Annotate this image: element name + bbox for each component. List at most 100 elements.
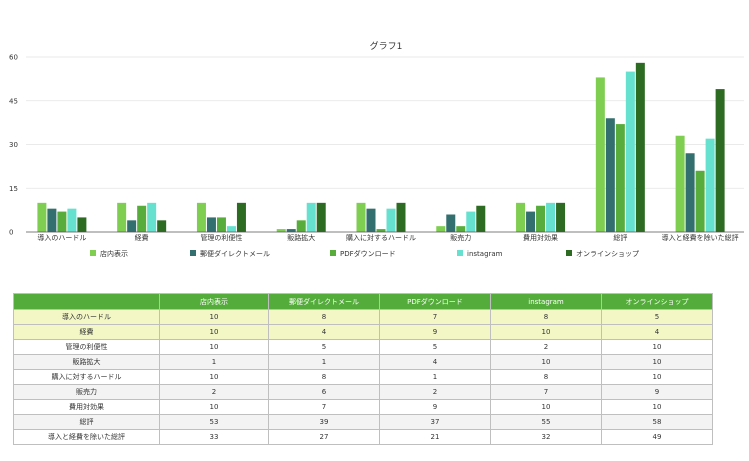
table-cell: 10	[159, 339, 269, 355]
table-row: 導入のハードル 10 8 7 8 5	[13, 309, 713, 325]
table-cell: 10	[159, 309, 269, 325]
table-cell: 2	[379, 384, 491, 400]
table-cell: 10	[159, 324, 269, 340]
table-cell: 39	[268, 414, 380, 430]
x-tick-label: 購入に対するハードル	[346, 233, 416, 242]
table-cell: 10	[601, 354, 713, 370]
table-cell: 4	[601, 324, 713, 340]
bar	[127, 220, 137, 232]
bar	[306, 202, 316, 232]
table-cell: 10	[490, 399, 602, 415]
legend-label: 郵便ダイレクトメール	[200, 249, 270, 258]
bar	[685, 153, 695, 232]
bar	[117, 202, 127, 232]
table-cell: 7	[490, 384, 602, 400]
bar	[715, 89, 725, 232]
bar	[37, 202, 47, 232]
table-cell: 5	[601, 309, 713, 325]
y-tick-label: 30	[9, 141, 18, 149]
table-row-label: 総評	[13, 414, 160, 430]
bar	[147, 202, 157, 232]
x-tick-label: 費用対効果	[523, 233, 558, 242]
table-cell: 10	[159, 399, 269, 415]
table-cell: 2	[490, 339, 602, 355]
table-cell: 1	[159, 354, 269, 370]
table-cell: 55	[490, 414, 602, 430]
table-row: 販売力 2 6 2 7 9	[13, 384, 713, 400]
bar	[356, 202, 366, 232]
table-cell: 58	[601, 414, 713, 430]
table-cell: 49	[601, 429, 713, 445]
bar	[157, 220, 167, 232]
bar-chart: 0 15 30 45 60 導入のハードル 経費 管理の利便性 販路拡大 購入に対するハードル 販売…	[9, 40, 744, 258]
table-cell: 21	[379, 429, 491, 445]
x-tick-label: 総評	[613, 233, 627, 242]
table-cell: 10	[490, 324, 602, 340]
bar	[47, 208, 57, 232]
table-row: 費用対効果 10 7 9 10 10	[13, 399, 713, 415]
bar	[516, 202, 526, 232]
bar	[595, 77, 605, 233]
y-tick-label: 0	[9, 229, 13, 237]
bar	[67, 208, 77, 232]
table-cell: 27	[268, 429, 380, 445]
bar	[77, 217, 87, 232]
table-cell: 10	[601, 399, 713, 415]
legend-swatch	[90, 250, 96, 256]
bar	[436, 226, 446, 232]
table-column-header: 郵便ダイレクトメール	[268, 293, 380, 310]
table-row-label: 販路拡大	[13, 354, 160, 370]
table-row: 管理の利便性 10 5 5 2 10	[13, 339, 713, 355]
table-cell: 10	[159, 369, 269, 385]
table-cell: 33	[159, 429, 269, 445]
data-table: 店内表示 郵便ダイレクトメール PDFダウンロード instagram オンラインショッ…	[13, 293, 713, 445]
table-cell: 8	[490, 309, 602, 325]
bar	[456, 226, 466, 232]
table-cell: 1	[268, 354, 380, 370]
table-cell: 10	[601, 369, 713, 385]
table-cell: 5	[379, 339, 491, 355]
bar	[536, 205, 546, 232]
table-cell: 8	[268, 369, 380, 385]
table-cell: 8	[490, 369, 602, 385]
bar	[366, 208, 376, 232]
table-cell: 10	[601, 339, 713, 355]
table-row-label: 販売力	[13, 384, 160, 400]
x-tick-label: 経費	[135, 233, 149, 242]
bar	[466, 211, 476, 232]
table-cell: 1	[379, 369, 491, 385]
bar	[396, 202, 406, 232]
bar	[635, 62, 645, 233]
table-cell: 6	[268, 384, 380, 400]
table-cell: 37	[379, 414, 491, 430]
bar	[296, 220, 306, 232]
table-cell: 8	[268, 309, 380, 325]
x-tick-label: 導入のハードル	[37, 233, 86, 242]
bar	[526, 211, 536, 232]
table-column-header: PDFダウンロード	[379, 293, 491, 310]
legend-label: 店内表示	[100, 249, 128, 258]
table-row: 導入と経費を除いた総評 33 27 21 32 49	[13, 429, 713, 445]
legend-swatch	[330, 250, 336, 256]
x-tick-label: 管理の利便性	[200, 233, 242, 242]
bar	[206, 217, 216, 232]
legend-swatch	[457, 250, 463, 256]
x-tick-label: 導入と経費を除いた総評	[662, 233, 739, 242]
bar	[556, 202, 566, 232]
y-tick-label: 60	[9, 54, 18, 62]
bar	[615, 124, 625, 232]
bar	[137, 205, 147, 232]
bar	[57, 211, 67, 232]
table-column-header: オンラインショップ	[601, 293, 713, 310]
table-row: 経費 10 4 9 10 4	[13, 324, 713, 340]
table-cell: 4	[379, 354, 491, 370]
table-row: 販路拡大 1 1 4 10 10	[13, 354, 713, 370]
y-tick-label: 45	[9, 97, 18, 105]
bar	[286, 229, 296, 232]
table-row-label: 経費	[13, 324, 160, 340]
bar	[675, 135, 685, 232]
bar	[386, 208, 396, 232]
bar	[216, 217, 226, 232]
table-row-label: 費用対効果	[13, 399, 160, 415]
table-header-row: 店内表示 郵便ダイレクトメール PDFダウンロード instagram オンラインショッ…	[13, 293, 713, 310]
